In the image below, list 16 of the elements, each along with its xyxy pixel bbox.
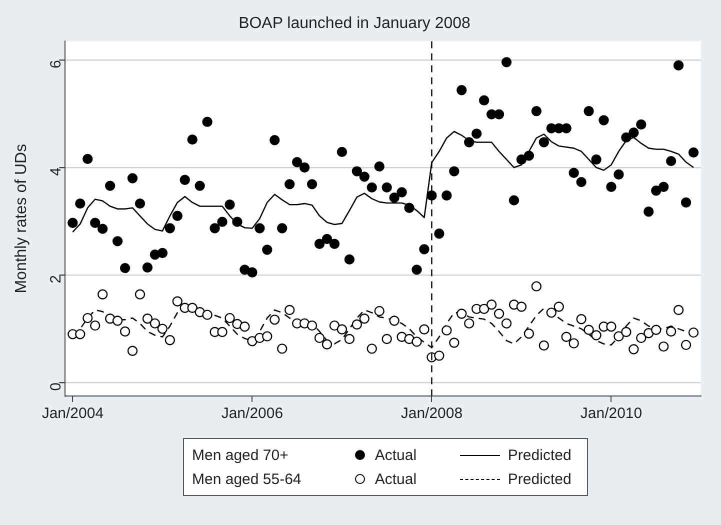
legend-label: Actual xyxy=(374,470,417,488)
x-tick-label: Jan/2004 xyxy=(42,405,104,422)
x-tick-label: Jan/2006 xyxy=(221,405,284,422)
legend-label: Predicted xyxy=(508,446,572,464)
y-axis-title: Monthly rates of UDs xyxy=(13,144,30,294)
x-tick-label: Jan/2010 xyxy=(580,405,642,422)
legend-label: Predicted xyxy=(508,470,572,488)
y-tick-label: 0 xyxy=(47,382,64,391)
text: Men aged 70+ xyxy=(192,446,290,464)
y-tick-label: 6 xyxy=(47,60,64,68)
chart-title: BOAP launched in January 2008 xyxy=(238,15,471,32)
legend-label: Actual xyxy=(374,446,417,464)
x-tick-label: Jan/2008 xyxy=(400,405,463,422)
y-tick-label: 2 xyxy=(47,275,64,284)
y-tick-label: 4 xyxy=(47,168,64,176)
text: Men aged 55-64 xyxy=(192,470,302,488)
